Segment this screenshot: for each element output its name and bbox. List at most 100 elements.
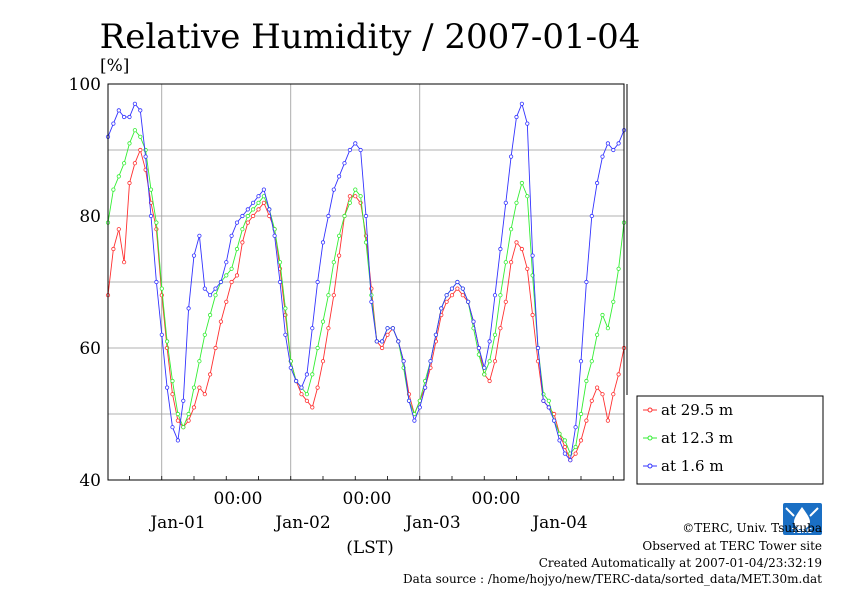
data-point [385, 326, 390, 331]
data-point [132, 161, 137, 166]
data-point [304, 372, 309, 377]
data-point [229, 266, 234, 271]
footer-source: Data source : /home/hojyo/new/TERC-data/… [403, 572, 822, 586]
data-point [379, 339, 385, 344]
data-point [594, 180, 600, 186]
data-point [605, 326, 611, 331]
data-point [154, 220, 159, 225]
data-point [191, 253, 197, 258]
data-point [277, 260, 283, 265]
data-point [229, 233, 234, 238]
data-point [390, 326, 395, 331]
data-point [600, 312, 605, 318]
data-point [584, 418, 589, 423]
footer-observed: Observed at TERC Tower site [642, 539, 822, 553]
data-point [315, 345, 320, 351]
data-point [277, 279, 283, 285]
plot-frame [107, 83, 625, 481]
y-tick-label: 80 [79, 207, 101, 227]
y-tick-label: 100 [69, 75, 101, 95]
data-point [132, 128, 137, 133]
data-point [159, 286, 164, 291]
data-point [320, 359, 326, 364]
data-point [379, 345, 385, 351]
data-point [261, 200, 266, 205]
data-point [288, 365, 293, 370]
data-point [616, 141, 621, 146]
data-point [218, 279, 223, 285]
data-point [428, 359, 433, 364]
data-point [589, 213, 594, 219]
data-point [358, 194, 363, 199]
data-point [191, 405, 197, 410]
data-point [213, 293, 218, 298]
data-point [218, 319, 223, 324]
data-point [551, 418, 557, 423]
x-tick-midnight: 00:00 [214, 489, 263, 509]
data-point [165, 339, 170, 344]
data-point [213, 345, 218, 351]
data-point [336, 233, 342, 238]
legend-item-1-6: at 1.6 m [643, 457, 724, 475]
data-point [584, 378, 589, 384]
data-point [573, 451, 578, 456]
data-point [186, 306, 191, 311]
legend-item-29-5: at 29.5 m [643, 401, 733, 419]
data-point [573, 425, 578, 430]
data-point [514, 114, 519, 120]
data-point [568, 458, 573, 463]
data-point [310, 372, 315, 377]
data-point [326, 293, 331, 298]
data-point [433, 332, 438, 337]
data-point [234, 273, 240, 278]
data-point [336, 174, 342, 179]
data-point [449, 293, 455, 298]
data-point [385, 332, 390, 337]
legend-marker [647, 407, 653, 413]
data-point [482, 365, 487, 370]
data-point [208, 293, 213, 298]
data-point [578, 438, 584, 443]
data-point [401, 359, 406, 364]
data-point [444, 293, 449, 298]
data-point [498, 293, 503, 298]
data-point [320, 240, 326, 245]
legend-box [636, 395, 824, 485]
data-point [224, 299, 229, 304]
data-point [492, 293, 498, 298]
y-tick-labels: 100 80 60 40 [69, 75, 101, 491]
data-point [444, 299, 449, 304]
data-point [611, 299, 616, 304]
y-tick-label: 40 [79, 471, 101, 491]
data-point [342, 213, 347, 219]
data-point [138, 134, 143, 139]
data-point [256, 194, 261, 199]
data-point [600, 154, 605, 159]
data-point [449, 286, 455, 291]
data-point [315, 279, 320, 285]
data-point [208, 372, 213, 377]
data-point [224, 273, 229, 278]
data-point [202, 392, 207, 397]
data-point [336, 253, 342, 258]
data-point [605, 418, 611, 423]
data-point [363, 213, 369, 219]
data-point [251, 207, 256, 212]
data-point [202, 332, 207, 337]
data-point [562, 438, 568, 443]
data-point [487, 359, 492, 364]
data-point [310, 405, 315, 410]
data-point [616, 372, 621, 377]
data-point [422, 385, 428, 390]
data-point [240, 240, 245, 245]
data-point [342, 161, 347, 166]
data-point [589, 359, 594, 364]
data-point [616, 266, 621, 271]
data-point [261, 187, 266, 192]
data-point [304, 398, 309, 403]
data-point [175, 411, 180, 417]
data-point [347, 147, 352, 153]
data-point [406, 398, 412, 403]
data-point [240, 213, 245, 219]
